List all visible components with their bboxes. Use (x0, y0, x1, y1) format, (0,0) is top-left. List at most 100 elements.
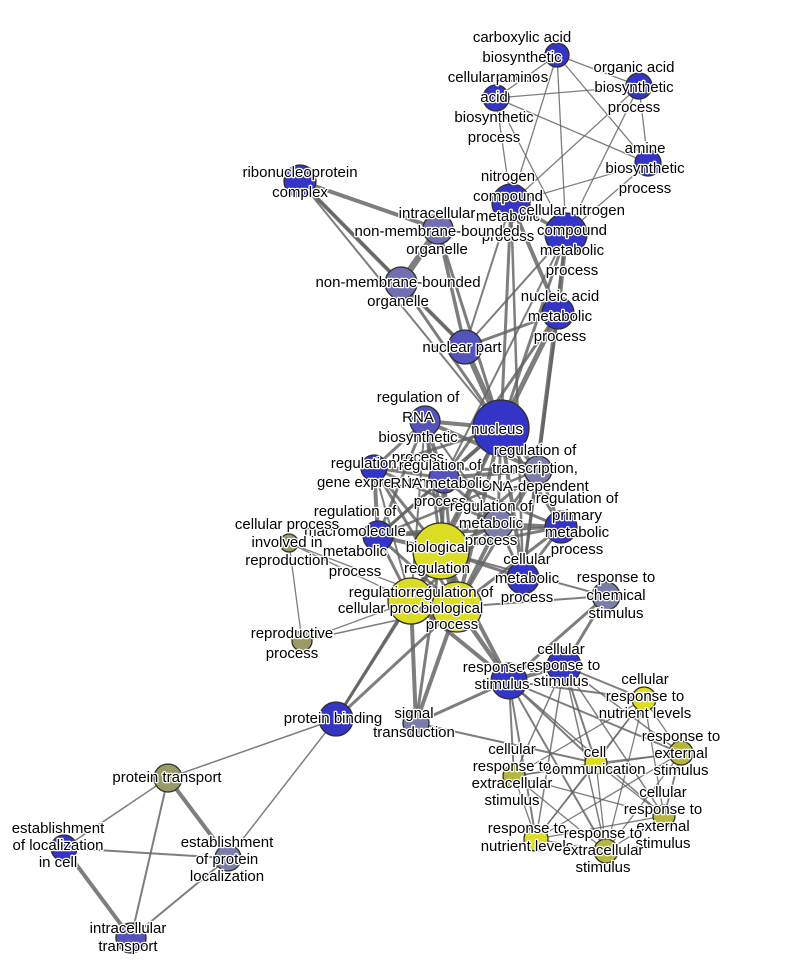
edge-rnl-crext (535, 815, 665, 840)
edge-rge-rbp (372, 466, 459, 609)
node-rext[interactable] (668, 740, 694, 766)
node-rrb[interactable] (409, 405, 441, 437)
edge-rext-rnl (535, 752, 682, 840)
node-rcp[interactable] (387, 577, 435, 625)
edge-nacid-rtd (537, 312, 559, 471)
node-crext_cell[interactable] (502, 764, 526, 788)
edge-carb-amine (556, 54, 649, 164)
edge-bior-sigt (414, 549, 443, 725)
node-ribo[interactable] (283, 164, 317, 198)
node-rtd[interactable] (523, 455, 553, 485)
edge-crstim-rext (563, 665, 682, 754)
node-ptrans[interactable] (153, 763, 183, 793)
node-rge[interactable] (360, 454, 388, 482)
edge-rstim-ccomm (508, 680, 597, 764)
edge-ribo-nucleus (299, 180, 502, 429)
edge-rext-ccomm (595, 752, 682, 764)
node-ccomm[interactable] (584, 751, 608, 775)
edge-ccomm-crext (595, 762, 665, 817)
edge-amino-amine (495, 97, 649, 164)
edge-rext-rextra (605, 752, 682, 852)
edge-cnitro-nucleus (499, 232, 568, 430)
edge-elic-itrans (62, 846, 133, 940)
node-rnl[interactable] (523, 826, 549, 852)
edge-ccomm-sigt (415, 722, 597, 764)
label-layer: carboxylic acid biosynthetic processcellul… (10, 28, 721, 957)
edge-rstim-rext (508, 680, 682, 754)
edge-rtd-rrm (442, 468, 540, 480)
node-rbp[interactable] (431, 581, 483, 633)
edge-nitro-nacid (509, 201, 560, 315)
node-sigt[interactable] (402, 709, 430, 737)
edge-crext_cell-crext (513, 775, 665, 817)
node-cpir[interactable] (279, 533, 299, 553)
edge-rrb-rmp (424, 420, 499, 525)
edge-rrm-rpm (442, 476, 563, 529)
node-nupart[interactable] (447, 329, 483, 365)
edge-ribo-inmb (298, 179, 440, 231)
node-crstim[interactable] (546, 648, 582, 684)
node-epl[interactable] (214, 844, 242, 872)
edge-rstim-crnl (508, 680, 645, 700)
edge-rbp-pbind (334, 605, 459, 721)
edge-ptrans-elic (63, 777, 169, 849)
edge-cpir-repro (288, 542, 303, 642)
node-rextra[interactable] (593, 838, 619, 864)
node-amino[interactable] (482, 84, 510, 112)
edge-nitro-nupart (464, 202, 512, 348)
edge-crnl-crext (643, 698, 665, 817)
edge-inmb-nucleus (436, 227, 503, 430)
edge-nacid-rrm (442, 311, 560, 480)
edge-rstim-rnl (508, 680, 537, 840)
edge-carb-nitro (510, 54, 558, 204)
edge-rge-rmp (372, 466, 500, 526)
node-bior[interactable] (412, 522, 470, 580)
node-nitro[interactable] (491, 183, 531, 223)
node-cmp[interactable] (506, 561, 540, 595)
edge-rtd-rmm (376, 468, 540, 538)
node-crnl[interactable] (631, 686, 657, 712)
edge-crstim-rextra (563, 665, 607, 852)
node-layer (50, 42, 694, 954)
edge-crnl-crext_cell (513, 698, 645, 777)
node-rstim[interactable] (490, 662, 528, 700)
node-inmb[interactable] (422, 213, 454, 245)
edge-amino-cnitro (495, 97, 567, 235)
edge-crnl-ccomm (595, 698, 645, 764)
edge-rstim-rextra (508, 680, 607, 852)
edge-rstim-crext (508, 680, 665, 817)
node-organic[interactable] (625, 72, 653, 100)
edge-cnitro-nupart (464, 233, 567, 348)
node-repro[interactable] (291, 630, 313, 652)
edge-pbind-epl (227, 718, 337, 859)
edge-amino-organic (495, 85, 640, 99)
edge-rrb-rmm (376, 419, 427, 538)
node-elic[interactable] (50, 834, 78, 862)
node-nucleus[interactable] (472, 399, 530, 457)
node-nacid[interactable] (541, 296, 575, 330)
node-crext[interactable] (652, 804, 676, 828)
edge-rpm-rmm (376, 525, 563, 538)
node-rchem[interactable] (591, 581, 621, 611)
node-amine[interactable] (634, 149, 662, 177)
edge-layer (62, 54, 682, 940)
edge-inmb-nupart (436, 227, 467, 349)
edge-ccomm-rnl (535, 762, 597, 840)
node-carb[interactable] (544, 42, 570, 68)
edge-organic-cnitro (565, 85, 640, 235)
node-rpm[interactable] (544, 510, 578, 544)
edge-crstim-crext_cell (513, 665, 565, 777)
node-cnitro[interactable] (544, 212, 588, 256)
node-nmb[interactable] (384, 266, 418, 300)
edge-ccomm-crext_cell (513, 762, 597, 777)
node-rrm[interactable] (428, 462, 460, 494)
edge-ptrans-itrans (130, 777, 169, 939)
edge-epl-itrans (130, 857, 229, 939)
node-itrans[interactable] (115, 922, 147, 954)
node-rmp[interactable] (482, 508, 514, 540)
node-pbind[interactable] (318, 701, 354, 737)
edge-crstim-crext (563, 665, 665, 817)
node-rmm[interactable] (362, 520, 394, 552)
